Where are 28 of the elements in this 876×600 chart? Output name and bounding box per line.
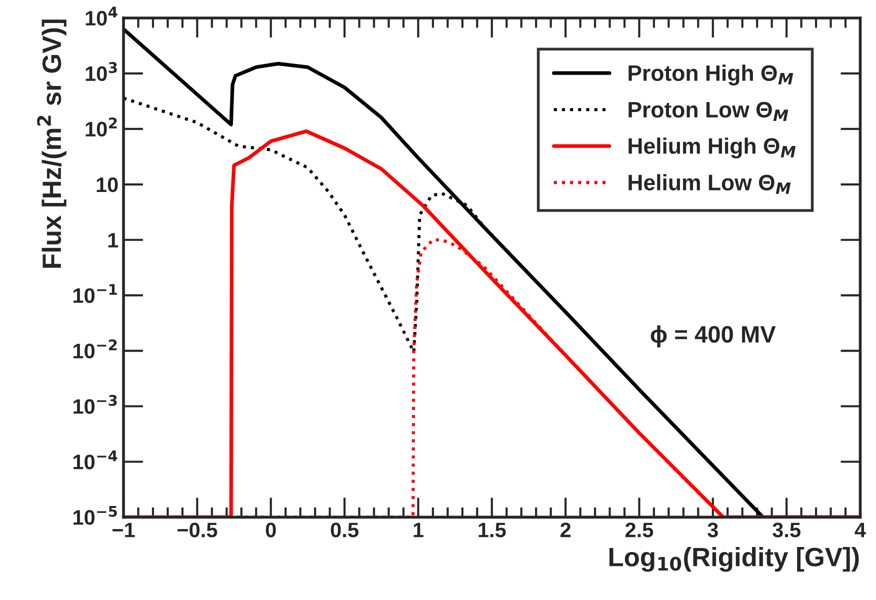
y-tick-label: 10$^{2}$ — [86, 118, 117, 137]
y-tick-label: 10$^{−5}$ — [74, 506, 117, 525]
y-tick-label: 10$^{4}$ — [86, 6, 118, 26]
x-axis-title: Log$_{10}$(Rigidity [GV]) — [609, 547, 859, 572]
y-axis-title: Flux [Hz/(m$^{2}$ sr GV)] — [37, 20, 66, 268]
x-tick-label: 1 — [414, 522, 424, 538]
y-tick-label: 10$^{−2}$ — [74, 339, 117, 358]
x-tick-label: 3.5 — [772, 522, 800, 538]
x-tick-label: 4 — [854, 522, 866, 538]
y-tick-label: 10 — [96, 177, 118, 192]
y-tick-label: 10$^{3}$ — [86, 62, 117, 82]
x-tick-label: 2 — [560, 522, 571, 538]
y-tick-label: 10$^{−4}$ — [74, 450, 118, 470]
legend-label: Helium High Θ$_{M}$ — [628, 138, 796, 158]
x-tick-label: 0.5 — [330, 522, 358, 538]
x-tick-label: −1 — [112, 522, 135, 538]
y-tick-label: 10$^{−1}$ — [74, 284, 117, 303]
legend-label: Helium Low Θ$_{M}$ — [628, 174, 791, 194]
x-tick-label: 0 — [266, 522, 276, 538]
y-tick-label: 1 — [108, 233, 118, 248]
x-tick-label: 1.5 — [478, 522, 506, 538]
x-tick-label: −0.5 — [177, 522, 218, 538]
legend-label: Proton High Θ$_{M}$ — [628, 64, 794, 86]
y-tick-label: 10$^{−3}$ — [74, 394, 117, 414]
x-tick-label: 2.5 — [625, 522, 654, 538]
legend-label: Proton Low Θ$_{M}$ — [628, 102, 788, 122]
annotation: ϕ = 400 MV — [650, 325, 776, 348]
x-tick-label: 3 — [708, 522, 718, 538]
